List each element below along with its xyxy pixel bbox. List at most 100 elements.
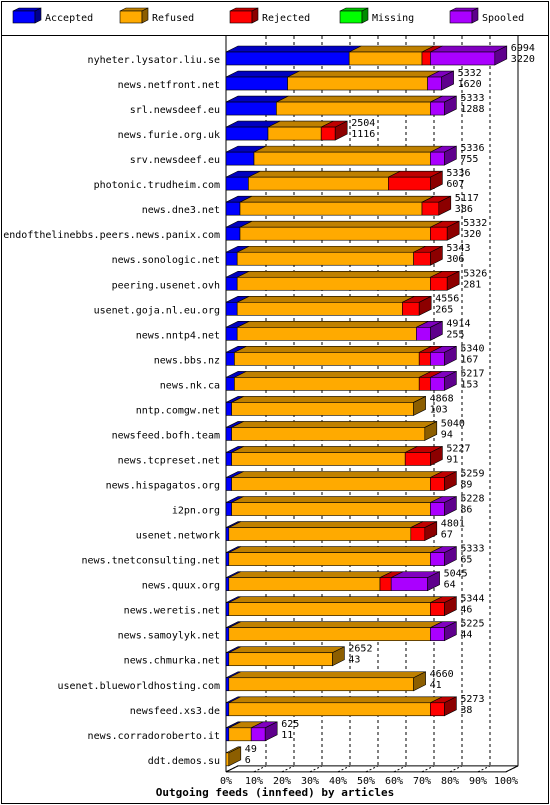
legend-swatch-front — [449, 10, 473, 24]
bar-front-face — [231, 452, 406, 466]
bar-segment-rejected — [430, 270, 460, 291]
bar-top-face — [231, 396, 426, 403]
bar-top-face — [228, 621, 443, 628]
bar-top-face — [228, 521, 423, 528]
legend-swatch-side — [141, 7, 149, 24]
feed-host-label: srv.newsdeef.eu — [130, 155, 220, 166]
bar-front-face — [430, 101, 445, 116]
x-tick-label: 30% — [301, 776, 319, 787]
bar-front-face — [225, 76, 288, 91]
bar-segment-rejected — [388, 170, 443, 191]
bar-segment-refused — [231, 496, 443, 516]
feed-host-label: endofthelinebbs.peers.news.panix.com — [3, 230, 220, 241]
bar-front-face — [225, 477, 232, 491]
bar-front-face — [228, 702, 431, 717]
bar-front-face — [267, 126, 322, 141]
bar-side-face — [413, 395, 426, 416]
bar-side-face — [446, 220, 460, 241]
bar-front-face — [404, 452, 431, 466]
legend-swatch — [119, 7, 149, 24]
bar-top-face — [228, 546, 443, 553]
bar-front-face — [430, 502, 445, 516]
bar-top-face — [225, 70, 300, 78]
bar-side-face — [444, 145, 457, 166]
bar-front-face — [228, 652, 333, 667]
bar-front-face — [239, 201, 423, 216]
bar-top-face — [228, 571, 393, 578]
bar-segment-accepted — [225, 170, 261, 191]
bar-top-face — [228, 596, 443, 603]
accepted-count: 607 — [446, 179, 464, 190]
bar-front-face — [430, 627, 445, 641]
feed-host-label: news.dne3.net — [142, 205, 220, 216]
bar-side-face — [444, 471, 457, 491]
feed-host-label: news.weretis.net — [124, 606, 220, 617]
bar-side-face — [424, 521, 438, 542]
bar-segment-refused — [228, 671, 426, 692]
bar-front-face — [225, 251, 238, 266]
bar-side-face — [444, 370, 457, 391]
x-tick-label: 80% — [441, 776, 459, 787]
bar-front-face — [430, 552, 445, 566]
bar-segment-rejected — [410, 521, 438, 542]
feed-host-label: news.chmurka.net — [124, 656, 220, 667]
accepted-count: 153 — [460, 379, 478, 390]
feed-host-label: usenet.network — [136, 531, 220, 542]
bar-segment-spooled — [427, 70, 454, 91]
x-tick-label: 90% — [469, 776, 487, 787]
bar-segment-refused — [228, 646, 345, 667]
bar-segment-refused — [228, 696, 443, 717]
feed-row: ddt.demos.su 496 — [148, 744, 257, 767]
accepted-count: 94 — [441, 429, 453, 440]
bar-front-face — [320, 126, 336, 141]
accepted-count: 306 — [446, 254, 464, 265]
bar-front-face — [225, 101, 277, 116]
accepted-count: 103 — [430, 404, 448, 415]
bar-segment-rejected — [413, 245, 443, 266]
accepted-count: 265 — [435, 304, 453, 315]
legend-label: Refused — [152, 13, 194, 24]
bar-front-face — [225, 226, 241, 241]
bar-side-face — [334, 120, 348, 141]
bar-segment-refused — [248, 170, 401, 191]
accepted-count: 281 — [463, 279, 481, 290]
bar-top-face — [237, 295, 415, 303]
bar-side-face — [494, 45, 508, 66]
bar-front-face — [225, 327, 238, 341]
offered-count: 5273 — [460, 694, 484, 705]
bar-segment-refused — [239, 220, 443, 241]
bar-segment-spooled — [250, 721, 278, 742]
accepted-count: 167 — [460, 354, 478, 365]
bar-front-face — [234, 377, 420, 391]
bar-segment-rejected — [404, 445, 443, 466]
legend-swatch-front — [119, 10, 143, 24]
feed-host-label: srl.newsdeef.eu — [130, 105, 220, 116]
bar-segment-refused — [228, 571, 393, 591]
bar-segment-accepted — [225, 145, 267, 166]
bar-front-face — [287, 76, 428, 91]
x-tick-label: 20% — [273, 776, 291, 787]
legend-label: Spooled — [482, 13, 524, 24]
bar-side-face — [430, 445, 443, 466]
bar-front-face — [225, 702, 230, 717]
accepted-count: 86 — [460, 505, 472, 516]
bar-side-face — [444, 345, 457, 366]
bar-front-face — [253, 151, 431, 166]
bar-side-face — [441, 70, 454, 91]
bar-front-face — [276, 101, 431, 116]
offered-count: 5340 — [460, 343, 484, 354]
bar-segment-refused — [228, 596, 443, 616]
bar-front-face — [430, 377, 445, 391]
bar-segment-rejected — [430, 696, 457, 717]
accepted-count: 46 — [460, 605, 472, 616]
offered-count: 5326 — [463, 268, 487, 279]
bar-front-face — [225, 502, 232, 516]
